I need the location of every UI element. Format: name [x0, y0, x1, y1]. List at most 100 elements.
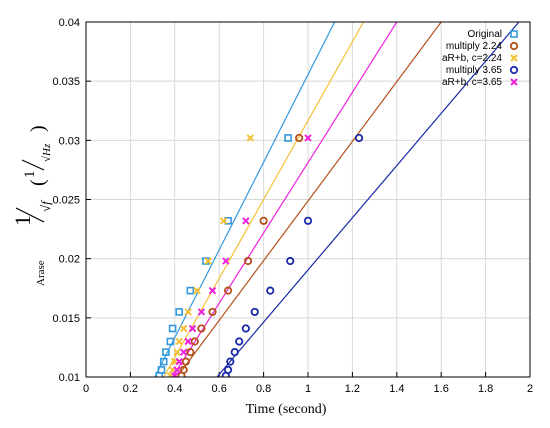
data-point: [186, 348, 195, 357]
data-point: [162, 348, 170, 356]
data-point: [224, 217, 232, 225]
data-point: [179, 365, 188, 374]
y-axis-label-prefix: Arase: [35, 260, 47, 286]
data-point: [295, 133, 304, 143]
data-point: [173, 366, 181, 374]
data-point: [284, 134, 292, 142]
fit-line: [172, 22, 398, 377]
x-tick-label: 1.2: [345, 383, 360, 395]
data-point: [197, 324, 206, 333]
legend-label: multiply 3.65: [446, 65, 503, 76]
data-point: [184, 337, 192, 346]
x-tick-labels: 0 0.2 0.4 0.6 0.8 1 1.2 1.4 1.6 1.8 2: [83, 383, 533, 395]
y-axis-label-main-denominator: √f: [38, 199, 53, 212]
legend-label: Original: [468, 29, 502, 40]
data-point: [179, 324, 188, 333]
data-point: [173, 348, 181, 356]
series-multiply-3-65: [221, 133, 364, 377]
data-point: [188, 324, 197, 333]
data-point: [159, 357, 168, 366]
y-tick-label: 0.025: [52, 195, 80, 207]
legend-marker: [509, 65, 519, 75]
y-tick-label: 0.02: [59, 254, 80, 266]
data-point: [250, 307, 259, 317]
x-tick-label: 1.8: [478, 383, 493, 395]
series-ar-b-c-2-24: [166, 134, 254, 377]
data-point: [226, 357, 235, 366]
y-axis-label-main-numerator: 1: [10, 215, 35, 226]
y-axis-label-unit-numerator: 1: [22, 171, 38, 179]
data-point: [242, 217, 250, 225]
data-point: [286, 256, 295, 266]
data-point: [266, 286, 275, 295]
legend-marker: [510, 30, 518, 38]
y-axis-label-main-slash: [15, 207, 45, 223]
data-point: [179, 348, 188, 356]
data-point: [230, 348, 239, 357]
data-point: [175, 357, 183, 366]
x-tick-label: 0.2: [123, 383, 138, 395]
data-point: [181, 357, 190, 366]
fit-line: [176, 22, 442, 377]
fit-line: [154, 22, 336, 377]
series-multiply-2-24: [177, 133, 304, 377]
y-axis-label-unit-denominator: √Hz: [41, 143, 53, 162]
data-point: [171, 372, 179, 377]
data-point: [243, 256, 253, 266]
data-point: [223, 365, 233, 374]
x-tick-label: 0.8: [256, 383, 271, 395]
data-point: [155, 372, 164, 377]
y-axis-label-unit-open: (: [27, 179, 49, 186]
data-point: [184, 308, 192, 316]
legend-label: aR+b, c=3.65: [442, 77, 502, 88]
y-tick-label: 0.04: [59, 17, 80, 29]
y-axis-label-unit-slash: [21, 159, 45, 171]
data-markers: [155, 133, 364, 377]
data-point: [241, 324, 250, 333]
data-point: [219, 217, 228, 225]
fit-line: [163, 22, 365, 377]
data-point: [354, 133, 364, 143]
legend-marker: [509, 41, 519, 51]
y-axis-label-unit-close: ): [27, 125, 49, 132]
y-axis-label: Arase 1 √f ( 1 √Hz ): [10, 125, 53, 286]
y-tick-labels: 0.01 0.015 0.02 0.025 0.03 0.035 0.04: [52, 17, 80, 384]
data-point: [235, 337, 244, 346]
x-tick-label: 1: [305, 383, 311, 395]
x-tick-label: 1.4: [389, 383, 404, 395]
data-point: [222, 257, 230, 265]
data-point: [175, 308, 184, 316]
data-point: [246, 134, 254, 142]
fit-line: [216, 22, 520, 377]
legend-marker: [510, 54, 518, 62]
y-tick-label: 0.035: [52, 76, 80, 88]
x-axis-label: Time (second): [246, 402, 327, 417]
legend-label: aR+b, c=2.24: [442, 53, 502, 64]
x-tick-label: 1.6: [434, 383, 449, 395]
x-tick-label: 0.6: [212, 383, 227, 395]
fit-lines: [154, 22, 520, 377]
data-point: [186, 286, 195, 295]
data-point: [166, 337, 175, 346]
y-tick-label: 0.01: [59, 372, 80, 384]
data-point: [190, 337, 199, 346]
legend-label: multiply 2.24: [446, 41, 503, 52]
data-point: [208, 307, 217, 317]
data-point: [204, 257, 212, 265]
y-tick-label: 0.03: [59, 135, 80, 147]
data-point: [175, 337, 183, 346]
plot-frame: [85, 21, 531, 378]
data-point: [208, 286, 217, 295]
series-ar-b-c-3-65: [171, 134, 312, 377]
data-point: [303, 216, 313, 225]
x-tick-label: 0: [83, 383, 89, 395]
data-point: [157, 366, 166, 374]
series-original: [155, 134, 292, 377]
data-point: [223, 286, 233, 295]
data-point: [259, 216, 268, 225]
data-point: [304, 134, 312, 142]
data-point: [168, 324, 177, 333]
